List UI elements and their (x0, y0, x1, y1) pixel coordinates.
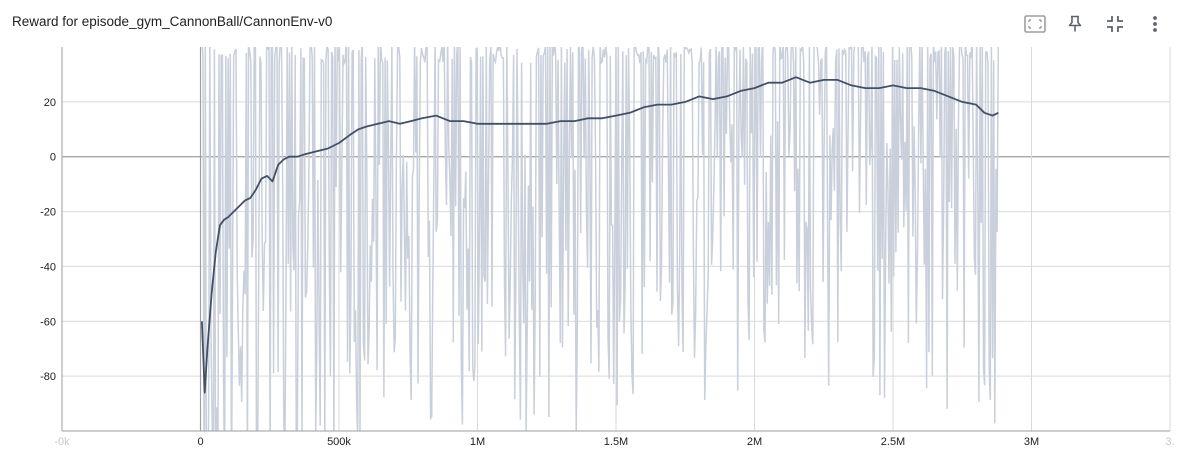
x-tick-label: 500k (327, 436, 351, 448)
x-tick-label: 3M (1024, 436, 1039, 448)
smoothed-series-layer (201, 76, 999, 394)
x-tick-label: 1M (470, 436, 485, 448)
smoothed-reward-line (201, 76, 999, 394)
fit-domain-icon (1024, 15, 1046, 33)
collapse-icon (1107, 16, 1123, 32)
raw-series-layer (201, 47, 1000, 431)
more-options-button[interactable] (1135, 10, 1175, 38)
y-tick-label: -80 (40, 371, 56, 383)
y-tick-label: -60 (40, 316, 56, 328)
y-tick-label: 0 (50, 152, 56, 164)
tick-label-layer: 20 0 -20 -40 -60 -80 -0k 0 500k 1M 1.5M 2M 2.5M 3M 3. (40, 97, 1175, 448)
pin-icon (1068, 15, 1082, 32)
collapse-button[interactable] (1095, 10, 1135, 38)
x-tick-label: 2.5M (881, 436, 905, 448)
axis-layer (61, 47, 1170, 432)
y-tick-label: -40 (40, 261, 56, 273)
chart-title: Reward for episode_gym_CannonBall/Cannon… (12, 14, 333, 29)
y-tick-label: 20 (44, 97, 56, 109)
fit-domain-button[interactable] (1015, 10, 1055, 38)
raw-reward-line (201, 47, 1000, 431)
y-tick-label: -20 (40, 207, 56, 219)
reward-line-chart: 20 0 -20 -40 -60 -80 -0k 0 500k 1M 1.5M 2M 2.5M 3M 3. (40, 47, 1175, 448)
pin-button[interactable] (1055, 10, 1095, 38)
x-tick-label: 0 (197, 436, 203, 448)
x-tick-label: 1.5M (604, 436, 628, 448)
x-tick-label: 2M (747, 436, 762, 448)
more-vert-icon (1153, 16, 1157, 32)
x-tick-label: -0k (54, 436, 70, 448)
chart-toolbar (1015, 10, 1175, 38)
x-tick-label: 3. (1165, 436, 1174, 448)
